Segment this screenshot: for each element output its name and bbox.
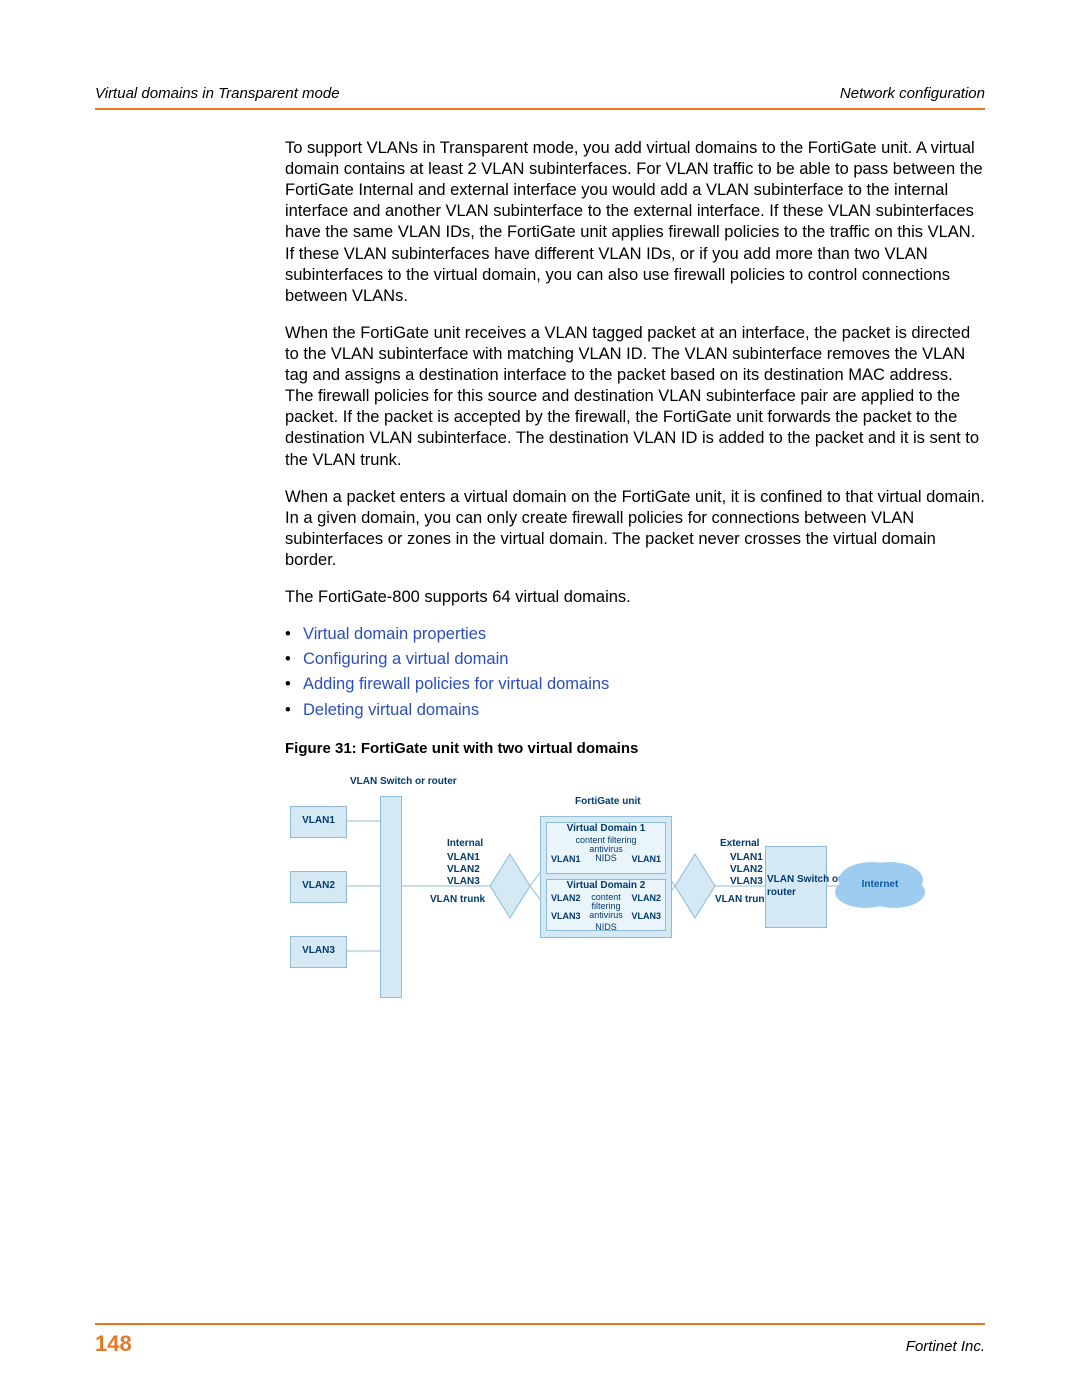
label-fg-unit: FortiGate unit — [575, 796, 641, 809]
label-int-v3: VLAN3 — [447, 876, 480, 889]
header-right: Network configuration — [840, 85, 985, 102]
box-vlan3: VLAN3 — [290, 936, 347, 968]
box-fortigate: Virtual Domain 1 content filtering antiv… — [540, 816, 672, 938]
label-int-v1: VLAN1 — [447, 852, 480, 865]
link-deleting-virtual-domains[interactable]: Deleting virtual domains — [285, 700, 985, 721]
label-ext-v1: VLAN1 — [730, 852, 763, 865]
header-left: Virtual domains in Transparent mode — [95, 85, 340, 102]
link-configuring-virtual-domain[interactable]: Configuring a virtual domain — [285, 649, 985, 670]
footer-company: Fortinet Inc. — [906, 1338, 985, 1355]
link-list: Virtual domain properties Configuring a … — [285, 624, 985, 720]
body-text: To support VLANs in Transparent mode, yo… — [285, 138, 985, 1026]
box-vlan-switch — [380, 796, 402, 998]
page-number: 148 — [95, 1331, 132, 1357]
label-switch: VLAN Switch or router — [350, 776, 457, 789]
label-int-trunk: VLAN trunk — [430, 894, 485, 907]
cloud-internet: Internet — [845, 866, 915, 906]
box-vd1: Virtual Domain 1 content filtering antiv… — [546, 822, 666, 874]
paragraph-1: To support VLANs in Transparent mode, yo… — [285, 138, 985, 307]
paragraph-3: When a packet enters a virtual domain on… — [285, 487, 985, 571]
label-internet: Internet — [862, 879, 899, 892]
label-internal: Internal — [447, 838, 483, 851]
page-header: Virtual domains in Transparent mode Netw… — [95, 85, 985, 110]
figure-diagram: VLAN1 VLAN2 VLAN3 VLAN Switch or router … — [285, 766, 915, 1026]
paragraph-4: The FortiGate-800 supports 64 virtual do… — [285, 587, 985, 608]
label-ext-v3: VLAN3 — [730, 876, 763, 889]
label-external: External — [720, 838, 759, 851]
page-footer: 148 Fortinet Inc. — [95, 1323, 985, 1357]
figure-caption: Figure 31: FortiGate unit with two virtu… — [285, 739, 985, 758]
label-switch2: VLAN Switch or router — [767, 874, 842, 900]
label-ext-v2: VLAN2 — [730, 864, 763, 877]
label-int-v2: VLAN2 — [447, 864, 480, 877]
box-vlan1: VLAN1 — [290, 806, 347, 838]
link-virtual-domain-properties[interactable]: Virtual domain properties — [285, 624, 985, 645]
paragraph-2: When the FortiGate unit receives a VLAN … — [285, 323, 985, 471]
box-vlan2: VLAN2 — [290, 871, 347, 903]
label-ext-trunk: VLAN trunk — [715, 894, 770, 907]
box-vd2: Virtual Domain 2 VLAN2content filteringV… — [546, 879, 666, 931]
link-adding-firewall-policies[interactable]: Adding firewall policies for virtual dom… — [285, 674, 985, 695]
